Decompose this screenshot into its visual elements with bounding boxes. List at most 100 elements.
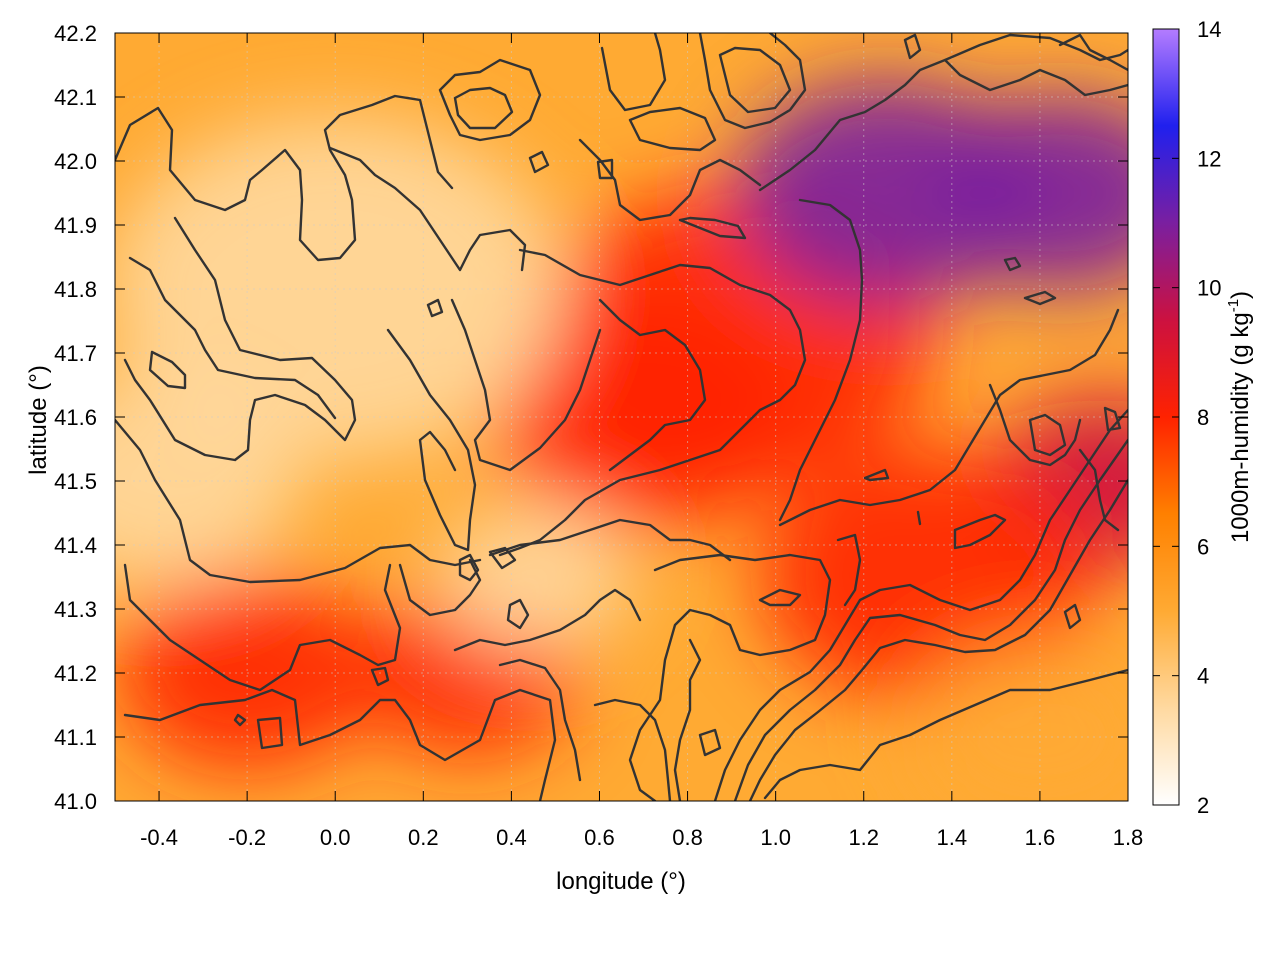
contour-line (758, 33, 1128, 192)
contour-line (453, 86, 514, 130)
contour-line (426, 298, 444, 318)
contour-line (498, 248, 807, 557)
colorbar-tick-label: 4 (1197, 664, 1209, 689)
x-tick-label: 1.4 (937, 825, 968, 850)
colorbar-tick-label: 8 (1197, 405, 1209, 430)
contour-line (763, 668, 1128, 800)
y-tick-label: 42.1 (54, 85, 97, 110)
contour-line (328, 146, 527, 272)
contour-line (713, 408, 1128, 801)
x-tick-label: 0.8 (672, 825, 703, 850)
contour-line (673, 638, 702, 801)
y-tick-label: 41.4 (54, 533, 97, 558)
y-tick-label: 41.0 (54, 789, 97, 814)
y-tick-label: 41.8 (54, 277, 97, 302)
contour-line (1063, 603, 1082, 630)
contour-line (370, 666, 390, 687)
colorbar-tick-label: 10 (1197, 276, 1221, 301)
humidity-region (931, 95, 1128, 291)
contour-line (778, 198, 864, 522)
contour-line (386, 328, 477, 552)
contour-line (953, 513, 1007, 550)
x-tick-label: 0.6 (584, 825, 615, 850)
colorbar-tick-label: 6 (1197, 534, 1209, 559)
contour-line (506, 598, 530, 630)
contour-line (458, 553, 480, 582)
x-tick-label: 1.8 (1113, 825, 1144, 850)
x-axis-title: longitude (°) (556, 868, 686, 895)
y-tick-label: 41.7 (54, 341, 97, 366)
x-tick-label: -0.4 (140, 825, 178, 850)
contour-line (1103, 406, 1122, 432)
humidity-region (909, 639, 1128, 801)
x-tick-label: 0.4 (496, 825, 527, 850)
y-tick-label: 41.3 (54, 597, 97, 622)
contour-line (1023, 290, 1057, 306)
contour-line (988, 383, 1082, 467)
y-tick-label: 41.5 (54, 469, 97, 494)
contour-line (233, 713, 247, 727)
x-tick-label: 1.6 (1025, 825, 1056, 850)
contour-line (438, 58, 542, 142)
y-tick-label: 41.9 (54, 213, 97, 238)
contour-line (596, 158, 614, 180)
y-tick-label: 42.0 (54, 149, 97, 174)
contour-line (718, 46, 792, 114)
contour-line (836, 533, 862, 607)
y-tick-label: 41.1 (54, 725, 97, 750)
x-tick-label: 1.2 (848, 825, 879, 850)
contour-line (678, 216, 747, 240)
y-axis-title: latitude (°) (25, 365, 52, 475)
x-tick-label: -0.2 (228, 825, 266, 850)
contour-line (498, 658, 582, 782)
contour-line (758, 588, 802, 607)
contour-line (778, 308, 1120, 527)
contour-line (600, 33, 667, 112)
contour-line (488, 518, 732, 562)
x-axis: -0.4 -0.2 0.0 0.2 0.4 0.6 0.8 1.0 1.2 1.4 1.6 1.8 (140, 33, 1143, 850)
contour-line (578, 138, 762, 222)
contour-line (450, 298, 602, 472)
contour-line (1078, 448, 1120, 532)
contour-line (453, 588, 642, 652)
humidity-region (433, 502, 634, 652)
contour-line (398, 558, 482, 617)
contour-line (123, 216, 357, 462)
y-tick-label: 41.2 (54, 661, 97, 686)
x-tick-label: 1.0 (760, 825, 791, 850)
contour-line (1058, 33, 1128, 72)
contour-line (1028, 413, 1067, 457)
contour-line (733, 438, 1128, 801)
contour-line (916, 510, 922, 526)
contour-line (748, 478, 1128, 801)
x-tick-label: 0.2 (408, 825, 439, 850)
y-axis: 41.0 41.1 41.2 41.3 41.4 41.5 41.6 41.7 41.8 41.9… (54, 21, 1128, 814)
humidity-region (115, 376, 300, 586)
contour-line (863, 468, 890, 482)
y-tick-label: 42.2 (54, 21, 97, 46)
contour-line (593, 698, 672, 801)
colorbar-tick-label: 2 (1197, 793, 1209, 818)
colorbar-title: 1000m-humidity (g kg-1) (1225, 291, 1254, 543)
x-tick-label: 0.0 (320, 825, 351, 850)
contour-line (598, 298, 707, 472)
contour-line (1003, 256, 1022, 272)
colorbar: 2 4 6 8 10 12 14 1000m-humidity (g kg-1) (1152, 17, 1254, 818)
contour-line (123, 688, 557, 801)
colorbar-ticks: 2 4 6 8 10 12 14 (1153, 17, 1221, 818)
humidity-region (115, 116, 566, 462)
contour-line (943, 58, 1128, 97)
contour-line (115, 94, 454, 262)
y-tick-label: 41.6 (54, 405, 97, 430)
humidity-heatmap (115, 33, 1128, 801)
contour-line (128, 256, 337, 420)
colorbar-tick-label: 12 (1197, 146, 1221, 171)
contour-line (488, 546, 517, 570)
colorbar-tick-label: 14 (1197, 17, 1221, 42)
contour-lines (115, 33, 1128, 801)
contour-line (256, 716, 284, 750)
contour-line (528, 150, 550, 174)
contour-line (148, 350, 187, 390)
contour-line (123, 563, 402, 692)
